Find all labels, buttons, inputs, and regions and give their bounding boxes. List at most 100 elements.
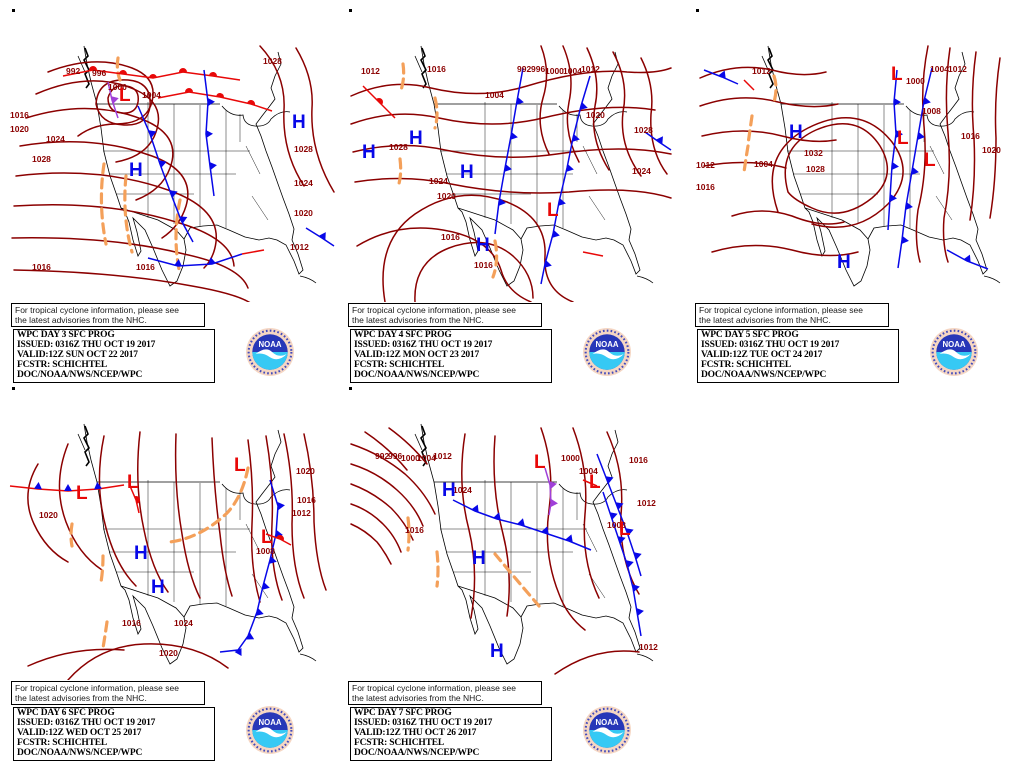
state-border <box>251 195 269 221</box>
low-pressure-marker: L <box>119 85 131 106</box>
isobar-line <box>350 443 436 515</box>
trough-line <box>101 620 109 650</box>
prog-doc: DOC/NOAA/NWS/NCEP/WPC <box>701 369 827 380</box>
pressure-label: 1000 <box>108 82 127 92</box>
tropical-note-line1: For tropical cyclone information, please… <box>15 305 179 315</box>
forecast-panel-day5: 1012 1032 1028 1004 1000 1004 1012 1008 1016 1020… <box>692 6 1024 384</box>
coastline <box>636 275 654 284</box>
isobar-line <box>98 435 137 587</box>
high-pressure-marker: H <box>151 577 165 598</box>
trough-line <box>742 144 750 174</box>
isobar-line <box>731 210 845 225</box>
noaa-logo-ring-text <box>931 329 977 375</box>
cold-front-line <box>452 499 592 551</box>
trough-line <box>406 516 411 552</box>
isobar-line <box>354 177 672 199</box>
trough-line <box>491 239 499 279</box>
isobar-line <box>211 437 233 597</box>
pressure-label: 1004 <box>930 64 949 74</box>
prog-info-box: WPC DAY 5 SFC PROG ISSUED: 0316Z THU OCT… <box>697 329 899 383</box>
tropical-note-line1: For tropical cyclone information, please… <box>15 683 179 693</box>
coastline <box>120 585 185 618</box>
isobar-line <box>540 427 586 631</box>
high-pressure-marker: H <box>134 543 148 564</box>
low-pressure-marker: L <box>924 150 936 171</box>
warm-front-line <box>265 533 292 546</box>
coastline <box>299 653 317 662</box>
isobar-line <box>350 503 402 553</box>
prog-info-box: WPC DAY 7 SFC PROG ISSUED: 0316Z THU OCT… <box>350 707 552 761</box>
low-pressure-marker: L <box>897 128 909 149</box>
pressure-label: 1024 <box>632 166 651 176</box>
isobar-line <box>388 427 428 465</box>
tropical-cyclone-note: For tropical cyclone information, please… <box>11 303 205 328</box>
coastline <box>420 423 641 665</box>
coastline <box>120 207 185 240</box>
pressure-label: 992 <box>66 66 80 76</box>
prog-title: WPC DAY 6 SFC PROG <box>17 708 115 718</box>
isobar-line <box>58 443 103 571</box>
state-border <box>588 195 606 221</box>
low-pressure-marker: L <box>547 200 559 221</box>
coastline <box>221 105 291 127</box>
high-pressure-marker: H <box>362 142 376 163</box>
isobar-line <box>356 227 532 302</box>
pressure-label: 1016 <box>961 131 980 141</box>
forecast-panel-day4: 1012 1016 1004 992 996 1000 1004 1012 1020 1028 10… <box>345 6 679 384</box>
isobar-line <box>771 117 904 228</box>
pressure-label: 1016 <box>441 232 460 242</box>
prog-fcstr: FCSTR: SCHICHTEL <box>354 359 444 370</box>
map-corner-tick <box>12 387 15 390</box>
prog-title: WPC DAY 7 SFC PROG <box>354 708 452 718</box>
trough-line <box>168 466 250 544</box>
pressure-label: 1032 <box>804 148 823 158</box>
trough-line <box>396 157 403 189</box>
high-pressure-marker: H <box>789 122 803 143</box>
warm-front-line <box>157 88 273 112</box>
pressure-label: 1020 <box>39 510 58 520</box>
cold-front-line <box>897 67 933 269</box>
coastline <box>221 483 291 505</box>
warm-front-line <box>62 66 241 81</box>
tropical-cyclone-note: For tropical cyclone information, please… <box>348 681 542 706</box>
coastline <box>457 585 522 618</box>
noaa-logo: NOAA <box>583 328 631 376</box>
noaa-logo-bird-icon <box>592 727 624 738</box>
isobar-line <box>67 643 229 680</box>
isobar-line <box>612 51 642 177</box>
pressure-label: 1012 <box>292 508 311 518</box>
pressure-label: 1020 <box>982 145 1001 155</box>
coastline <box>77 433 86 451</box>
noaa-logo-text: NOAA <box>596 718 619 727</box>
isobar-line <box>247 439 261 603</box>
warm-front-line <box>362 85 396 119</box>
trough-line <box>746 114 754 146</box>
cold-front-line <box>305 227 335 247</box>
noaa-logo: NOAA <box>583 706 631 754</box>
isobar-line <box>174 433 201 599</box>
pressure-label: 1024 <box>174 618 193 628</box>
pressure-label: 1000 <box>561 453 580 463</box>
prog-issued: ISSUED: 0316Z THU OCT 19 2017 <box>701 339 840 350</box>
prog-valid: VALID:12Z WED OCT 25 2017 <box>17 727 142 738</box>
state-border <box>582 523 598 553</box>
low-pressure-marker: L <box>891 64 903 85</box>
isobar-line <box>586 47 610 171</box>
northwest-coast-detail <box>83 47 90 89</box>
high-pressure-marker: H <box>129 160 143 181</box>
isobar-line <box>364 431 408 471</box>
trough-line <box>772 74 778 104</box>
high-pressure-marker: H <box>442 480 456 501</box>
pressure-label: 1016 <box>10 110 29 120</box>
coastline <box>77 55 86 73</box>
forecast-panel-day6: 1020 1020 1016 1012 1016 1024 1020 1008 H H L L L L F… <box>8 384 342 762</box>
noaa-logo: NOAA <box>246 706 294 754</box>
warm-front-line <box>582 251 604 257</box>
map-corner-tick <box>349 387 352 390</box>
prog-info-box: WPC DAY 6 SFC PROG ISSUED: 0316Z THU OCT… <box>13 707 215 761</box>
pressure-label: 1012 <box>696 160 715 170</box>
high-pressure-marker: H <box>472 548 486 569</box>
pressure-label: 992 <box>375 451 389 461</box>
